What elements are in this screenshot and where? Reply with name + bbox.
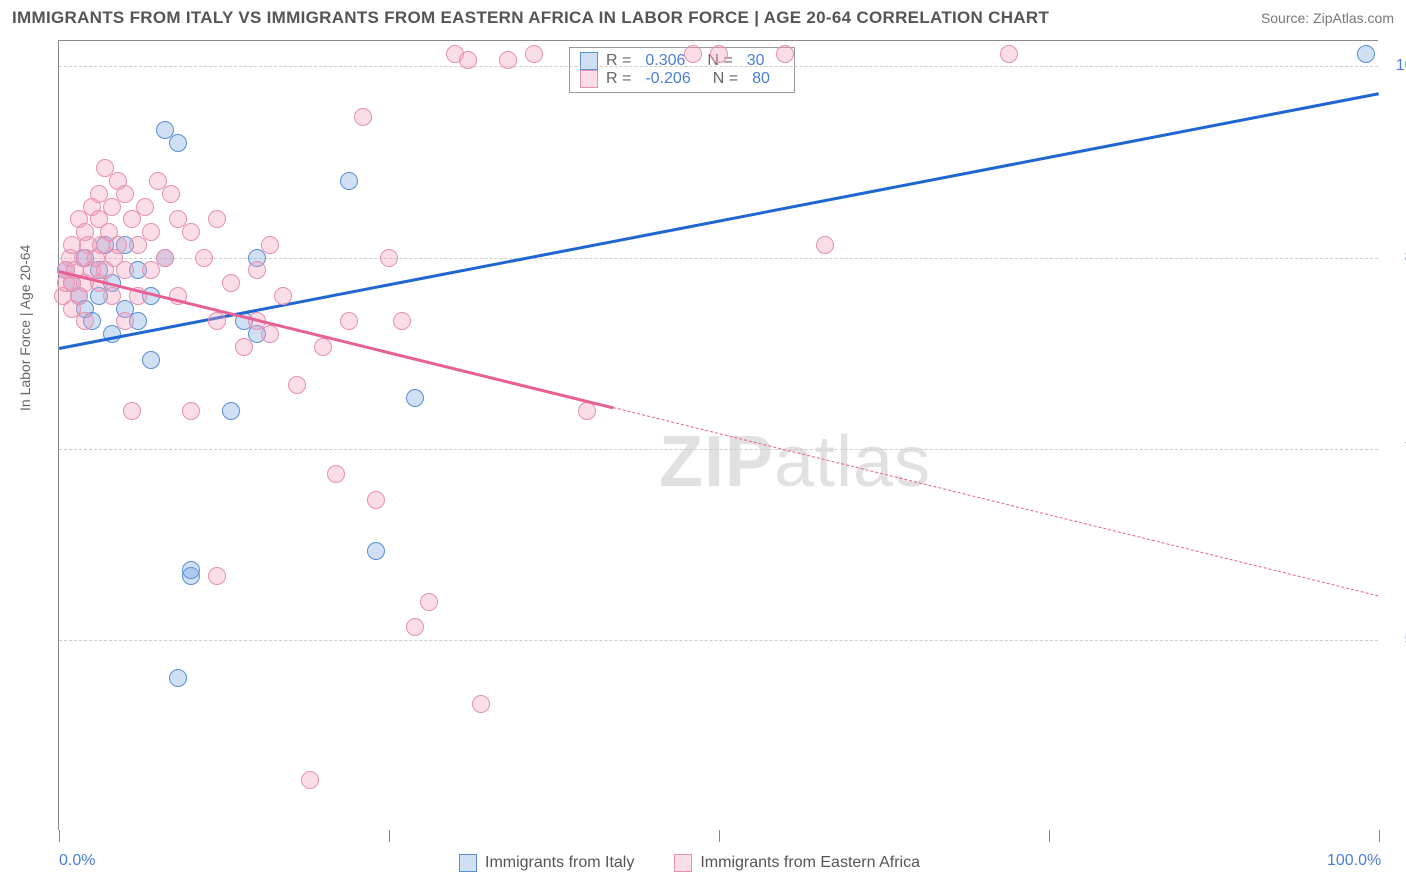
trend-line — [59, 270, 614, 409]
x-tick — [719, 830, 720, 842]
n-label: N = — [713, 70, 738, 88]
watermark: ZIPatlas — [659, 421, 931, 503]
gridline — [59, 66, 1378, 67]
data-point — [274, 287, 292, 305]
data-point — [195, 249, 213, 267]
data-point — [162, 185, 180, 203]
data-point — [1357, 45, 1375, 63]
data-point — [116, 185, 134, 203]
chart-title: IMMIGRANTS FROM ITALY VS IMMIGRANTS FROM… — [12, 8, 1049, 28]
data-point — [380, 249, 398, 267]
series-legend-item: Immigrants from Italy — [459, 854, 634, 872]
data-point — [208, 210, 226, 228]
y-tick-label: 100.0% — [1390, 57, 1406, 75]
data-point — [420, 593, 438, 611]
data-point — [406, 389, 424, 407]
data-point — [156, 249, 174, 267]
data-point — [1000, 45, 1018, 63]
data-point — [109, 236, 127, 254]
data-point — [776, 45, 794, 63]
data-point — [261, 325, 279, 343]
data-point — [169, 134, 187, 152]
data-point — [525, 45, 543, 63]
legend-swatch — [580, 70, 598, 88]
data-point — [103, 287, 121, 305]
r-value: -0.206 — [645, 70, 690, 88]
series-legend: Immigrants from Italy Immigrants from Eas… — [459, 854, 920, 872]
data-point — [182, 223, 200, 241]
data-point — [314, 338, 332, 356]
data-point — [472, 695, 490, 713]
data-point — [301, 771, 319, 789]
x-tick — [1379, 830, 1380, 842]
data-point — [684, 45, 702, 63]
data-point — [261, 236, 279, 254]
data-point — [208, 312, 226, 330]
series-name: Immigrants from Italy — [485, 854, 634, 872]
legend-swatch — [459, 854, 477, 872]
data-point — [459, 51, 477, 69]
x-tick-label: 100.0% — [1327, 852, 1381, 870]
data-point — [182, 561, 200, 579]
x-tick — [59, 830, 60, 842]
x-tick-label: 0.0% — [59, 852, 95, 870]
data-point — [123, 402, 141, 420]
data-point — [169, 669, 187, 687]
data-point — [340, 172, 358, 190]
data-point — [76, 312, 94, 330]
scatter-plot-area: In Labor Force | Age 20-64 ZIPatlas R =0… — [58, 40, 1378, 830]
source-attribution: Source: ZipAtlas.com — [1261, 10, 1394, 26]
data-point — [222, 274, 240, 292]
data-point — [235, 338, 253, 356]
legend-row: R = -0.206 N = 80 — [580, 70, 784, 88]
data-point — [354, 108, 372, 126]
data-point — [327, 465, 345, 483]
data-point — [142, 223, 160, 241]
y-tick-label: 85.0% — [1390, 249, 1406, 267]
data-point — [116, 261, 134, 279]
n-value: 80 — [752, 70, 770, 88]
r-label: R = — [606, 70, 631, 88]
data-point — [208, 567, 226, 585]
data-point — [182, 402, 200, 420]
data-point — [248, 261, 266, 279]
data-point — [816, 236, 834, 254]
data-point — [367, 542, 385, 560]
data-point — [499, 51, 517, 69]
x-tick — [389, 830, 390, 842]
data-point — [367, 491, 385, 509]
data-point — [710, 45, 728, 63]
data-point — [406, 618, 424, 636]
data-point — [288, 376, 306, 394]
data-point — [222, 402, 240, 420]
series-legend-item: Immigrants from Eastern Africa — [674, 854, 920, 872]
y-tick-label: 70.0% — [1390, 440, 1406, 458]
y-axis-label: In Labor Force | Age 20-64 — [17, 245, 33, 411]
data-point — [393, 312, 411, 330]
series-name: Immigrants from Eastern Africa — [700, 854, 920, 872]
data-point — [142, 351, 160, 369]
data-point — [340, 312, 358, 330]
y-tick-label: 55.0% — [1390, 631, 1406, 649]
gridline — [59, 449, 1378, 450]
legend-swatch — [674, 854, 692, 872]
chart-header: IMMIGRANTS FROM ITALY VS IMMIGRANTS FROM… — [12, 8, 1394, 28]
data-point — [116, 312, 134, 330]
x-tick — [1049, 830, 1050, 842]
data-point — [136, 198, 154, 216]
trend-line — [59, 92, 1379, 349]
gridline — [59, 640, 1378, 641]
correlation-legend: R =0.306N =30R =-0.206N =80 — [569, 47, 795, 93]
